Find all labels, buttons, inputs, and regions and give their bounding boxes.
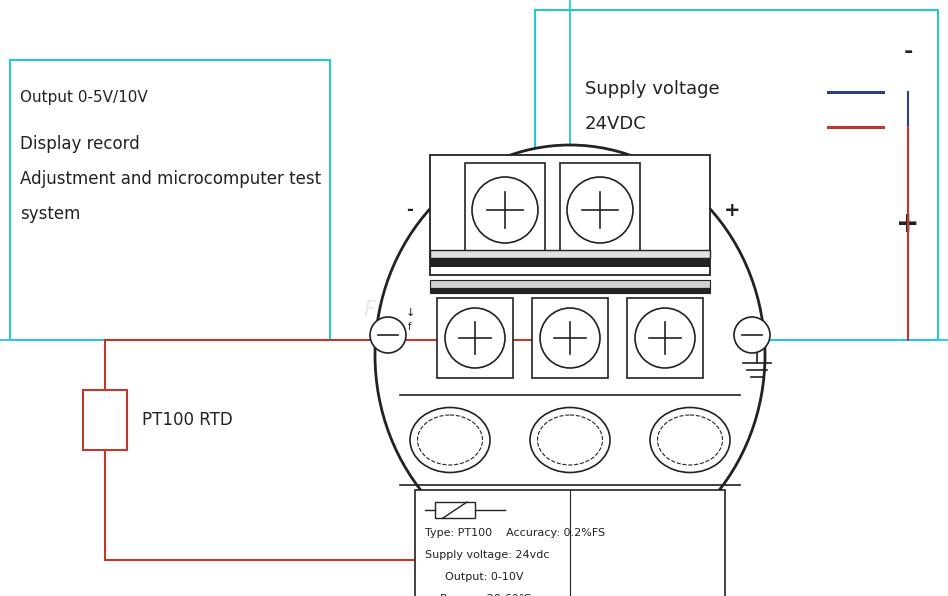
Bar xyxy=(430,288,710,293)
Bar xyxy=(560,163,640,258)
Ellipse shape xyxy=(417,415,483,465)
Text: Range: -20-60℃: Range: -20-60℃ xyxy=(440,594,531,596)
Text: Supply voltage: 24vdc: Supply voltage: 24vdc xyxy=(425,550,550,560)
Text: Supply voltage: Supply voltage xyxy=(585,80,720,98)
Circle shape xyxy=(445,308,505,368)
Text: Finglai Electric: Finglai Electric xyxy=(364,300,517,320)
Ellipse shape xyxy=(530,408,610,473)
Bar xyxy=(415,490,725,596)
Text: +: + xyxy=(723,200,740,219)
Circle shape xyxy=(567,177,633,243)
Circle shape xyxy=(370,317,406,353)
Bar xyxy=(437,298,513,378)
Ellipse shape xyxy=(375,145,765,565)
Text: Display record: Display record xyxy=(20,135,139,153)
Circle shape xyxy=(734,317,770,353)
Text: Output 0-5V/10V: Output 0-5V/10V xyxy=(20,90,148,105)
Ellipse shape xyxy=(650,408,730,473)
Bar xyxy=(535,10,938,340)
Circle shape xyxy=(635,308,695,368)
Text: Output: 0-10V: Output: 0-10V xyxy=(445,572,523,582)
Text: f: f xyxy=(409,322,411,332)
Bar xyxy=(430,280,710,288)
Text: +: + xyxy=(896,210,920,238)
Text: 24VDC: 24VDC xyxy=(585,115,647,133)
Ellipse shape xyxy=(658,415,722,465)
Bar xyxy=(430,250,710,258)
Bar xyxy=(465,163,545,258)
Bar xyxy=(532,298,608,378)
Bar xyxy=(627,298,703,378)
Text: -: - xyxy=(903,42,913,62)
Circle shape xyxy=(472,177,538,243)
Circle shape xyxy=(540,308,600,368)
Bar xyxy=(435,502,475,518)
Ellipse shape xyxy=(538,415,603,465)
Bar xyxy=(83,390,127,450)
Bar xyxy=(10,60,330,340)
Text: system: system xyxy=(20,205,81,223)
Bar xyxy=(430,257,710,267)
Text: Type: PT100    Accuracy: 0.2%FS: Type: PT100 Accuracy: 0.2%FS xyxy=(425,528,605,538)
Bar xyxy=(430,155,710,275)
Text: -: - xyxy=(407,201,413,219)
Text: Adjustment and microcomputer test: Adjustment and microcomputer test xyxy=(20,170,321,188)
Ellipse shape xyxy=(410,408,490,473)
Text: PT100 RTD: PT100 RTD xyxy=(142,411,233,429)
Text: ↓: ↓ xyxy=(406,308,414,318)
